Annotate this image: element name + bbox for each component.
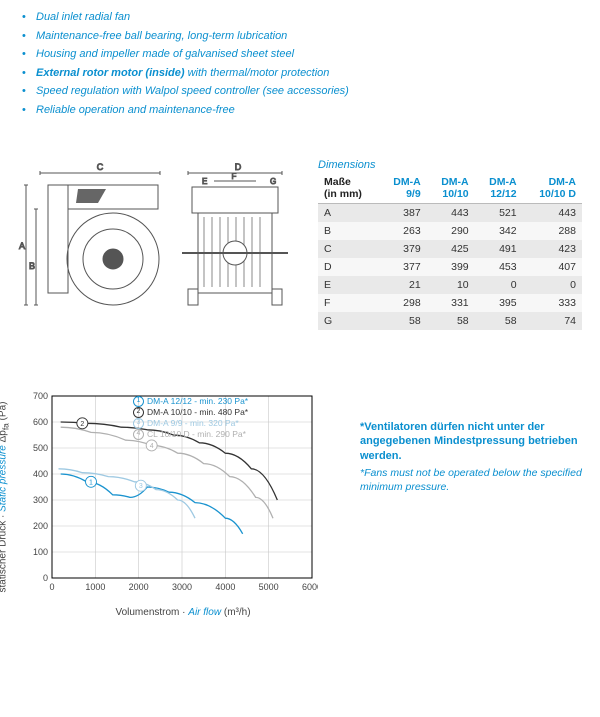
dim-cell: 21 [379,276,427,294]
dim-cell: 263 [379,222,427,240]
svg-text:4: 4 [150,443,154,450]
dim-label-a: A [19,241,25,251]
svg-text:400: 400 [33,469,48,479]
chart-y-axis-label: statischer Druck · Static pressure Δpfa … [0,401,11,592]
dim-cell: 58 [427,312,475,330]
svg-text:700: 700 [33,391,48,401]
svg-text:100: 100 [33,547,48,557]
feature-item: External rotor motor (inside) with therm… [18,64,582,83]
dim-cell: 10 [427,276,475,294]
dim-cell: 395 [475,294,523,312]
svg-text:0: 0 [49,582,54,592]
chart-wrap: statischer Druck · Static pressure Δpfa … [18,390,348,603]
dim-cell: 74 [523,312,582,330]
svg-text:600: 600 [33,417,48,427]
dim-row-label: C [318,240,379,258]
chart-legend: 1DM-A 12/12 - min. 230 Pa*2DM-A 10/10 - … [133,396,248,440]
feature-item: Maintenance-free ball bearing, long-term… [18,27,582,46]
dim-label-c: C [97,162,104,172]
feature-item: Dual inlet radial fan [18,8,582,27]
dimensions-table-wrap: Dimensions Maße(in mm)DM-A9/9DM-A10/10DM… [318,159,582,330]
feature-item: Reliable operation and maintenance-free [18,101,582,120]
dim-label-b: B [29,261,35,271]
dim-label-f: F [232,172,237,181]
svg-text:2000: 2000 [129,582,149,592]
svg-text:2: 2 [80,421,84,428]
dim-cell: 58 [475,312,523,330]
chart-x-axis-label: Volumenstrom · Air flow (m³/h) [18,607,348,618]
dim-cell: 443 [427,204,475,223]
dim-col-header: DM-A10/10 D [523,173,582,204]
dim-row-label: E [318,276,379,294]
feature-list: Dual inlet radial fanMaintenance-free ba… [18,8,582,119]
table-row: E211000 [318,276,582,294]
table-row: B263290342288 [318,222,582,240]
feature-item: Housing and impeller made of galvanised … [18,45,582,64]
svg-text:1000: 1000 [85,582,105,592]
dim-col-header: DM-A10/10 [427,173,475,204]
dim-row-label: F [318,294,379,312]
dim-cell: 298 [379,294,427,312]
dim-cell: 288 [523,222,582,240]
dim-label-d: D [235,162,242,172]
table-row: C379425491423 [318,240,582,258]
dim-row-label: B [318,222,379,240]
dim-cell: 399 [427,258,475,276]
dim-cell: 425 [427,240,475,258]
dim-cell: 521 [475,204,523,223]
feature-item: Speed regulation with Walpol speed contr… [18,82,582,101]
svg-text:500: 500 [33,443,48,453]
dim-row-label: A [318,204,379,223]
dim-cell: 453 [475,258,523,276]
svg-text:4000: 4000 [215,582,235,592]
table-row: D377399453407 [318,258,582,276]
dim-cell: 377 [379,258,427,276]
dim-cell: 443 [523,204,582,223]
svg-text:3: 3 [139,483,143,490]
technical-drawings: C A B D [18,159,298,322]
dim-cell: 491 [475,240,523,258]
dimensions-title: Dimensions [318,159,582,171]
legend-item: 4CL 10/10 D - min. 290 Pa* [133,429,248,440]
chart-column: statischer Druck · Static pressure Δpfa … [18,390,348,618]
chart-row: statischer Druck · Static pressure Δpfa … [18,390,582,618]
svg-text:3000: 3000 [172,582,192,592]
mid-row: C A B D [18,159,582,330]
dimensions-table: Maße(in mm)DM-A9/9DM-A10/10DM-A12/12DM-A… [318,173,582,330]
dim-cell: 423 [523,240,582,258]
dim-header-label: Maße(in mm) [318,173,379,204]
legend-item: 1DM-A 12/12 - min. 230 Pa* [133,396,248,407]
dim-col-header: DM-A12/12 [475,173,523,204]
svg-text:0: 0 [43,573,48,583]
dim-col-header: DM-A9/9 [379,173,427,204]
table-row: A387443521443 [318,204,582,223]
svg-text:6000: 6000 [302,582,318,592]
dim-cell: 0 [475,276,523,294]
dim-cell: 407 [523,258,582,276]
dim-cell: 58 [379,312,427,330]
dim-cell: 342 [475,222,523,240]
legend-item: 2DM-A 10/10 - min. 480 Pa* [133,407,248,418]
svg-text:200: 200 [33,521,48,531]
svg-text:300: 300 [33,495,48,505]
dim-cell: 331 [427,294,475,312]
dim-label-g: G [270,177,276,186]
svg-text:5000: 5000 [259,582,279,592]
dim-cell: 290 [427,222,475,240]
svg-text:1: 1 [89,479,93,486]
chart-note-italic: *Fans must not be operated below the spe… [360,467,582,494]
dim-row-label: G [318,312,379,330]
dim-cell: 387 [379,204,427,223]
dim-row-label: D [318,258,379,276]
table-row: F298331395333 [318,294,582,312]
dim-cell: 0 [523,276,582,294]
chart-note-bold: *Ventilatoren dürfen nicht unter der ang… [360,420,582,463]
dim-cell: 379 [379,240,427,258]
legend-item: 3DM-A 9/9 - min. 320 Pa* [133,418,248,429]
chart-note: *Ventilatoren dürfen nicht unter der ang… [360,390,582,494]
dim-cell: 333 [523,294,582,312]
table-row: G58585874 [318,312,582,330]
dim-label-e: E [202,177,207,186]
